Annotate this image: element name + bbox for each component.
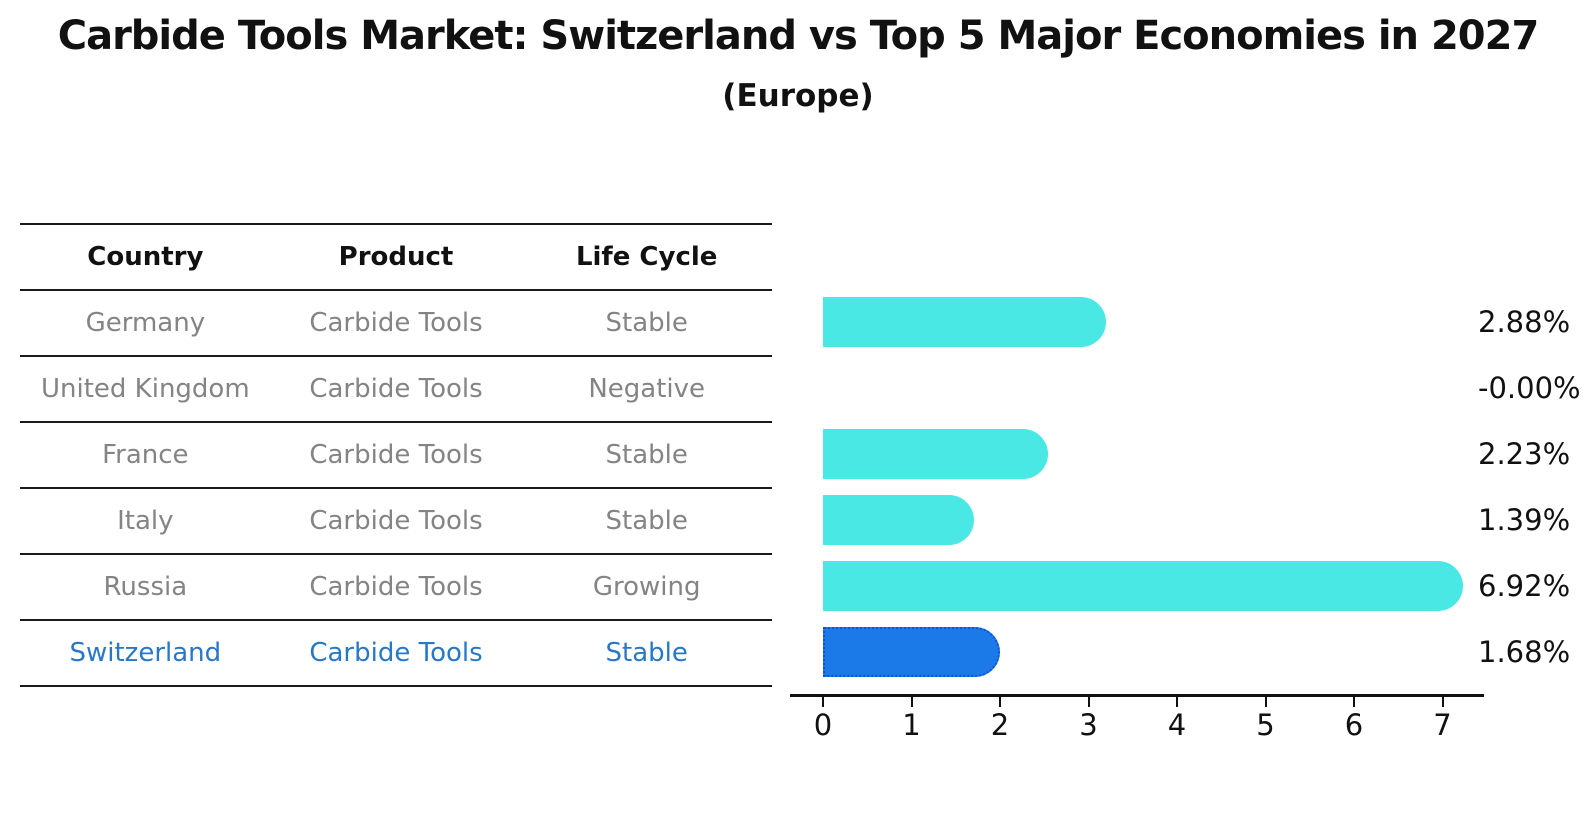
x-tick-6	[1353, 697, 1355, 707]
table-row-germany: Germany Carbide Tools Stable	[20, 289, 772, 355]
bar-russia	[823, 561, 1464, 611]
bar-italy	[823, 495, 974, 545]
cell-life-cycle: Negative	[588, 374, 706, 404]
chart-subtitle: (Europe)	[722, 78, 874, 114]
cell-life-cycle: Growing	[592, 572, 701, 602]
x-tick-label-3: 3	[1079, 708, 1098, 742]
cell-life-cycle: Stable	[605, 308, 688, 338]
cell-country: Russia	[103, 572, 188, 602]
bar-germany	[823, 297, 1106, 347]
cell-product: Carbide Tools	[309, 308, 483, 338]
x-tick-0	[822, 697, 824, 707]
column-header-product: Product	[338, 242, 454, 272]
x-tick-1	[910, 697, 913, 707]
cell-country: Germany	[85, 308, 206, 338]
cell-life-cycle: Stable	[605, 440, 688, 470]
table-header-row: Country Product Life Cycle	[20, 223, 772, 289]
value-label-russia: 6.92%	[1478, 569, 1571, 603]
bar-france	[823, 429, 1049, 479]
cell-product: Carbide Tools	[309, 572, 483, 602]
x-tick-5	[1264, 697, 1267, 707]
value-label-switzerland: 1.68%	[1478, 635, 1571, 669]
x-tick-2	[999, 697, 1001, 707]
cell-life-cycle: Stable	[605, 506, 688, 536]
chart-title: Carbide Tools Market: Switzerland vs Top…	[57, 13, 1540, 59]
cell-country: United Kingdom	[40, 374, 250, 404]
table-body: Germany Carbide Tools Stable United Kingdom…	[20, 289, 772, 685]
table-row-france: France Carbide Tools Stable	[20, 421, 772, 487]
x-tick-label-6: 6	[1344, 708, 1364, 742]
cell-country: Switzerland	[69, 638, 222, 668]
bar-switzerland	[823, 627, 1000, 677]
cell-product: Carbide Tools	[309, 506, 483, 536]
x-tick-7	[1441, 697, 1444, 707]
x-tick-3	[1087, 697, 1090, 707]
table-row-united-kingdom: United Kingdom Carbide Tools Negative	[20, 355, 772, 421]
cell-country: Italy	[117, 506, 174, 536]
value-label-france: 2.23%	[1478, 437, 1571, 471]
cell-country: France	[102, 440, 189, 470]
cell-product: Carbide Tools	[309, 374, 483, 404]
table-row-switzerland: Switzerland Carbide Tools Stable	[20, 619, 772, 685]
value-label-italy: 1.39%	[1478, 503, 1571, 537]
x-tick-label-1: 1	[902, 708, 921, 742]
x-axis-line	[790, 694, 1484, 697]
x-tick-label-5: 5	[1256, 708, 1275, 742]
table-row-russia: Russia Carbide Tools Growing	[20, 553, 772, 619]
x-tick-label-7: 7	[1433, 708, 1452, 742]
cell-product: Carbide Tools	[309, 440, 483, 470]
column-header-country: Country	[87, 242, 204, 272]
cell-life-cycle: Stable	[605, 638, 688, 668]
table-row-italy: Italy Carbide Tools Stable	[20, 487, 772, 553]
country-table: Country Product Life Cycle Germany Carbid…	[20, 223, 772, 687]
cell-product: Carbide Tools	[309, 638, 483, 668]
column-header-lifecycle: Life Cycle	[575, 242, 718, 272]
x-tick-label-4: 4	[1167, 708, 1187, 742]
x-tick-label-0: 0	[813, 708, 833, 742]
value-label-united-kingdom: -0.00%	[1478, 371, 1581, 405]
value-label-germany: 2.88%	[1478, 305, 1571, 339]
x-tick-4	[1176, 697, 1178, 707]
x-tick-label-2: 2	[990, 708, 1010, 742]
